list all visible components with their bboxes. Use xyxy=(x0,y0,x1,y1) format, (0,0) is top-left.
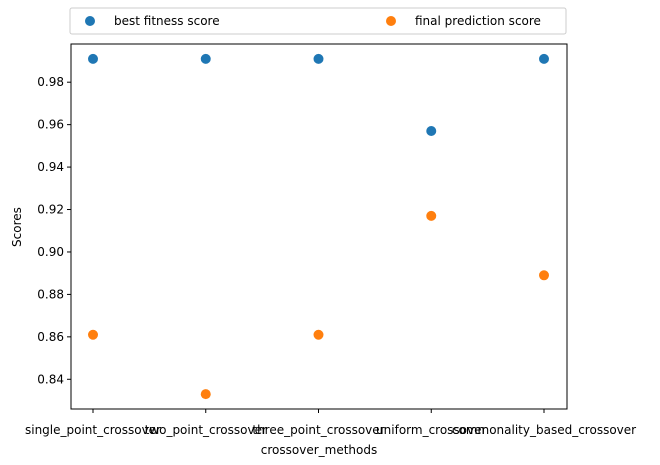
y-tick-label: 0.86 xyxy=(37,330,64,344)
final-prediction-point xyxy=(426,210,437,221)
x-axis-label: crossover_methods xyxy=(261,443,377,457)
y-axis: 0.84 0.86 0.88 0.90 0.92 0.94 0.96 0.98 xyxy=(37,75,71,386)
x-tick-label: two_point_crossover xyxy=(145,423,267,437)
legend-frame xyxy=(69,7,567,35)
x-tick-label: three_point_crossover xyxy=(252,423,384,437)
final-prediction-point xyxy=(539,270,549,281)
legend-label-best-fitness: best fitness score xyxy=(114,14,220,28)
y-tick-label: 0.98 xyxy=(37,75,64,89)
legend-label-final-prediction: final prediction score xyxy=(415,14,541,28)
final-prediction-point xyxy=(88,329,98,340)
y-tick-label: 0.90 xyxy=(37,245,64,259)
best-fitness-point xyxy=(313,53,324,64)
data-points xyxy=(88,53,549,400)
x-tick-label: single_point_crossover xyxy=(25,423,161,437)
x-tick-label: commonality_based_crossover xyxy=(452,423,636,437)
best-fitness-point xyxy=(426,126,437,137)
y-tick-label: 0.92 xyxy=(37,203,64,217)
best-fitness-point xyxy=(88,53,98,64)
plot-area xyxy=(70,43,568,410)
legend: best fitness score final prediction scor… xyxy=(69,7,567,35)
y-tick-label: 0.84 xyxy=(37,372,64,386)
legend-marker-final-prediction xyxy=(386,16,396,26)
x-axis: single_point_crossovertwo_point_crossove… xyxy=(25,409,636,437)
best-fitness-point xyxy=(200,53,211,64)
final-prediction-point xyxy=(313,329,324,340)
x-tick-label: uniform_crossover xyxy=(376,423,486,437)
legend-marker-best-fitness xyxy=(85,16,95,26)
best-fitness-point xyxy=(539,53,549,64)
y-tick-label: 0.94 xyxy=(37,160,64,174)
y-axis-label: Scores xyxy=(10,207,24,247)
final-prediction-point xyxy=(200,389,211,400)
y-tick-label: 0.88 xyxy=(37,287,64,301)
y-tick-label: 0.96 xyxy=(37,118,64,132)
